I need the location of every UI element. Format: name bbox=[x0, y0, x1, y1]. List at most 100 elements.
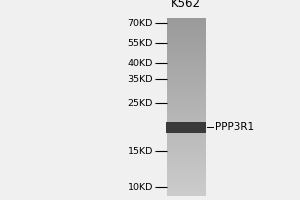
Bar bbox=[167, 192, 206, 193]
Bar bbox=[167, 120, 206, 122]
Bar bbox=[167, 52, 206, 54]
Text: 15KD: 15KD bbox=[128, 146, 153, 156]
Bar bbox=[167, 73, 206, 75]
Text: PPP3R1: PPP3R1 bbox=[214, 122, 254, 132]
Bar bbox=[167, 189, 206, 190]
Bar bbox=[167, 138, 206, 140]
Bar bbox=[167, 193, 206, 195]
Text: 40KD: 40KD bbox=[128, 58, 153, 68]
Bar bbox=[167, 80, 206, 82]
Bar bbox=[167, 45, 206, 47]
Bar bbox=[167, 101, 206, 103]
Bar bbox=[167, 21, 206, 23]
Bar bbox=[167, 31, 206, 33]
Bar bbox=[167, 168, 206, 170]
Bar bbox=[167, 51, 206, 53]
Bar bbox=[167, 77, 206, 79]
Bar bbox=[167, 83, 206, 85]
Bar bbox=[167, 19, 206, 21]
Bar bbox=[167, 111, 206, 113]
Bar bbox=[167, 46, 206, 48]
Bar bbox=[167, 114, 206, 116]
Bar bbox=[167, 97, 206, 99]
Bar bbox=[167, 177, 206, 179]
Bar bbox=[167, 28, 206, 30]
Bar bbox=[167, 174, 206, 176]
Bar bbox=[167, 131, 206, 133]
Bar bbox=[167, 39, 206, 41]
Bar bbox=[167, 82, 206, 84]
Bar bbox=[167, 132, 206, 134]
Bar bbox=[167, 159, 206, 161]
Text: 35KD: 35KD bbox=[128, 74, 153, 84]
Bar bbox=[167, 143, 206, 144]
Bar bbox=[167, 163, 206, 165]
Bar bbox=[167, 91, 206, 93]
Bar bbox=[167, 85, 206, 87]
Bar bbox=[167, 61, 206, 63]
Bar bbox=[167, 152, 206, 153]
Bar bbox=[167, 43, 206, 45]
Bar bbox=[167, 27, 206, 29]
Bar bbox=[167, 104, 206, 106]
Bar bbox=[167, 98, 206, 100]
Bar bbox=[167, 95, 206, 97]
Bar bbox=[167, 88, 206, 90]
Bar bbox=[167, 141, 206, 143]
Bar bbox=[167, 71, 206, 73]
Bar bbox=[167, 146, 206, 147]
Text: 70KD: 70KD bbox=[128, 19, 153, 27]
Bar bbox=[167, 178, 206, 180]
Bar bbox=[167, 122, 206, 124]
Bar bbox=[167, 30, 206, 32]
Bar bbox=[167, 62, 206, 64]
Bar bbox=[167, 25, 206, 27]
Bar bbox=[167, 55, 206, 57]
Bar bbox=[167, 134, 206, 136]
Bar bbox=[167, 183, 206, 185]
Bar bbox=[167, 172, 206, 174]
Bar bbox=[167, 149, 206, 150]
Bar bbox=[167, 68, 206, 70]
Bar bbox=[167, 110, 206, 112]
Bar bbox=[167, 79, 206, 81]
Text: 55KD: 55KD bbox=[128, 38, 153, 47]
Bar bbox=[167, 171, 206, 173]
Bar bbox=[167, 42, 206, 44]
Bar bbox=[167, 74, 206, 76]
Bar bbox=[167, 67, 206, 69]
Bar bbox=[167, 40, 206, 42]
Bar bbox=[167, 169, 206, 171]
Bar bbox=[167, 22, 206, 24]
Bar bbox=[167, 125, 206, 127]
Bar bbox=[167, 144, 206, 146]
Bar bbox=[167, 181, 206, 183]
Bar bbox=[167, 33, 206, 35]
Bar bbox=[167, 70, 206, 72]
Bar bbox=[167, 186, 206, 187]
Bar bbox=[167, 165, 206, 167]
Bar bbox=[167, 150, 206, 152]
Bar bbox=[167, 48, 206, 50]
Bar bbox=[167, 180, 206, 182]
Bar bbox=[167, 195, 206, 196]
Bar bbox=[167, 153, 206, 155]
Bar bbox=[167, 64, 206, 66]
Bar bbox=[167, 137, 206, 139]
Bar bbox=[167, 140, 206, 142]
Bar bbox=[167, 156, 206, 158]
Bar bbox=[167, 190, 206, 192]
Text: K562: K562 bbox=[171, 0, 201, 10]
Bar bbox=[167, 116, 206, 118]
Bar bbox=[167, 54, 206, 55]
Bar bbox=[167, 126, 206, 128]
Bar bbox=[167, 175, 206, 177]
Text: 10KD: 10KD bbox=[128, 182, 153, 192]
Bar bbox=[167, 94, 206, 96]
Bar bbox=[167, 128, 206, 130]
Bar bbox=[167, 157, 206, 159]
Bar bbox=[167, 147, 206, 149]
Bar bbox=[167, 108, 206, 110]
Bar bbox=[167, 65, 206, 67]
Bar bbox=[167, 89, 206, 91]
